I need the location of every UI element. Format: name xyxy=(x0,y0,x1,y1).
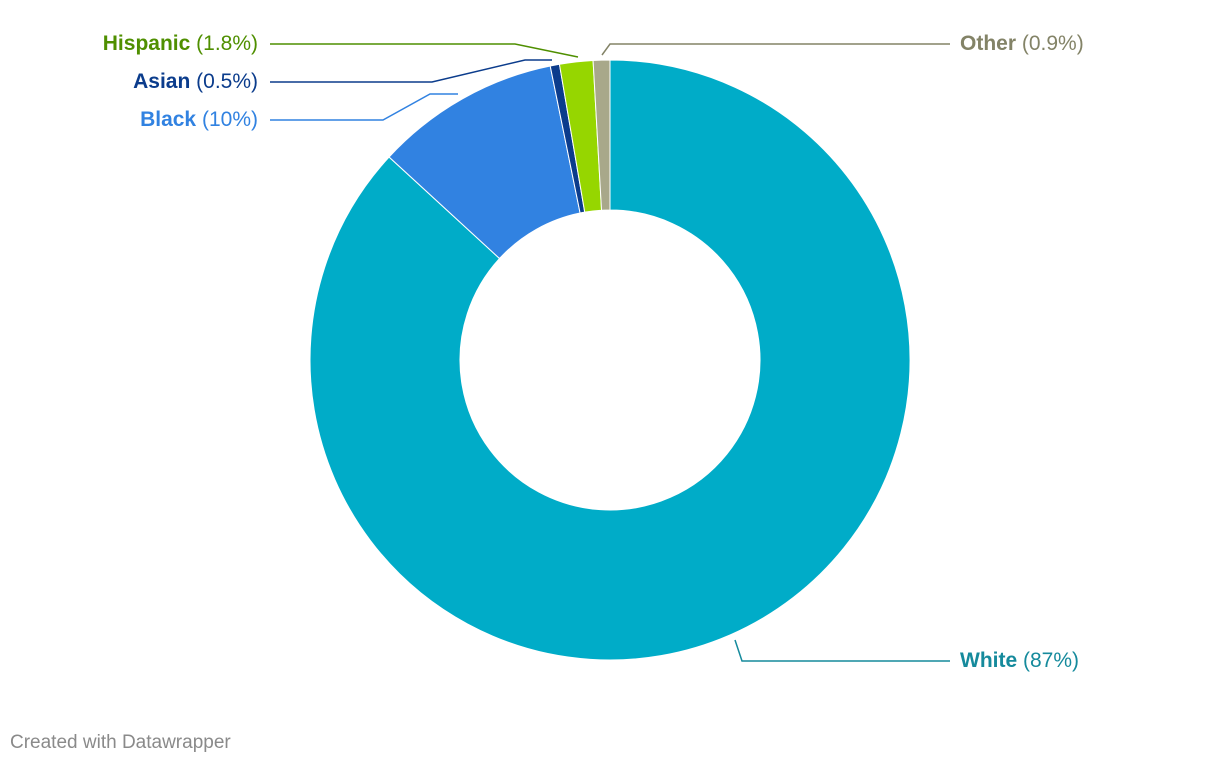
label-name: Other xyxy=(960,32,1016,55)
leader-line xyxy=(270,93,458,121)
label-value: (0.9%) xyxy=(1022,32,1084,55)
label-value: (10%) xyxy=(202,108,258,131)
leader-line xyxy=(270,59,552,83)
label-value: (0.5%) xyxy=(196,70,258,93)
leader-line xyxy=(270,43,579,58)
label-name: Asian xyxy=(133,70,190,93)
slice xyxy=(309,59,911,661)
leader-line xyxy=(601,43,950,56)
slice xyxy=(592,59,611,211)
slice-label: White (87%) xyxy=(960,649,1079,672)
label-value: (87%) xyxy=(1023,649,1079,672)
credit: Created with Datawrapper xyxy=(10,732,231,753)
leader-line xyxy=(734,639,950,662)
slice-label: Asian (0.5%) xyxy=(133,70,258,93)
label-name: White xyxy=(960,649,1017,672)
label-value: (1.8%) xyxy=(196,32,258,55)
slice-label: Other (0.9%) xyxy=(960,32,1084,55)
label-name: Black xyxy=(140,108,196,131)
label-name: Hispanic xyxy=(103,32,191,55)
slice-label: Black (10%) xyxy=(140,108,258,131)
slice-label: Hispanic (1.8%) xyxy=(103,32,258,55)
